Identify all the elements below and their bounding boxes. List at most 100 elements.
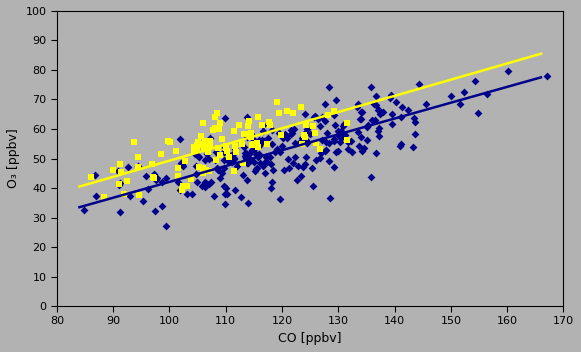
Point — [270, 149, 279, 155]
Point — [197, 183, 206, 189]
Point — [228, 152, 237, 158]
Point — [343, 138, 352, 143]
Point — [335, 139, 345, 145]
Point — [263, 141, 272, 147]
Point — [282, 108, 292, 114]
Point — [246, 130, 256, 136]
Point — [300, 130, 309, 136]
Point — [301, 154, 310, 159]
Point — [229, 169, 238, 174]
Point — [331, 122, 340, 128]
Point — [174, 165, 183, 171]
Point — [275, 111, 284, 116]
Point — [360, 145, 369, 150]
Point — [148, 174, 157, 180]
Point — [178, 187, 187, 193]
Point — [177, 161, 187, 167]
Point — [216, 152, 225, 158]
Point — [208, 128, 217, 133]
Point — [397, 105, 407, 110]
Point — [220, 144, 229, 150]
Point — [387, 112, 396, 117]
Point — [325, 140, 334, 146]
Point — [482, 91, 492, 96]
Point — [223, 148, 232, 154]
Point — [329, 139, 339, 144]
Point — [267, 179, 277, 184]
Point — [312, 157, 321, 163]
Point — [206, 141, 215, 147]
Point — [272, 99, 282, 105]
Point — [339, 121, 349, 127]
Point — [244, 123, 253, 128]
Point — [378, 109, 388, 114]
Point — [119, 191, 128, 197]
Point — [311, 140, 321, 146]
Point — [373, 107, 382, 112]
Point — [317, 114, 327, 120]
Point — [284, 156, 293, 162]
Point — [474, 111, 483, 116]
Point — [248, 143, 257, 148]
Point — [296, 173, 305, 178]
Point — [231, 149, 240, 155]
Point — [99, 194, 109, 200]
Point — [220, 166, 229, 171]
Point — [343, 146, 353, 152]
Point — [242, 155, 251, 161]
Point — [87, 174, 96, 180]
Point — [124, 164, 133, 170]
Point — [300, 161, 310, 167]
Point — [329, 112, 339, 118]
Point — [254, 137, 263, 143]
Point — [193, 153, 203, 158]
Point — [149, 176, 159, 181]
Point — [395, 143, 404, 149]
Point — [324, 84, 333, 90]
Point — [264, 136, 273, 141]
Point — [356, 134, 365, 140]
Point — [219, 149, 228, 155]
Point — [410, 131, 419, 137]
Point — [388, 121, 397, 127]
Point — [252, 165, 261, 171]
Point — [241, 150, 250, 155]
Point — [263, 159, 272, 165]
Point — [254, 144, 263, 149]
Point — [156, 151, 166, 156]
Point — [241, 155, 250, 161]
Point — [300, 132, 309, 138]
Point — [290, 140, 300, 146]
Point — [320, 101, 329, 107]
Point — [303, 126, 312, 132]
Point — [370, 117, 379, 123]
Point — [266, 161, 275, 167]
Point — [202, 151, 211, 157]
Point — [205, 144, 214, 150]
Point — [236, 194, 246, 200]
Point — [182, 183, 192, 188]
Point — [114, 183, 124, 188]
Point — [300, 134, 310, 140]
Point — [221, 186, 231, 191]
Point — [198, 120, 207, 126]
Point — [177, 161, 186, 166]
Point — [255, 151, 264, 157]
Point — [178, 163, 188, 169]
Point — [286, 131, 296, 137]
Point — [229, 156, 238, 162]
Point — [173, 174, 182, 179]
Point — [357, 148, 367, 154]
Point — [203, 149, 213, 155]
Point — [194, 142, 203, 147]
Point — [334, 128, 343, 134]
Point — [193, 142, 202, 147]
Point — [245, 156, 254, 162]
Point — [134, 154, 143, 160]
Point — [242, 160, 252, 166]
Point — [197, 143, 206, 148]
Point — [358, 109, 367, 115]
Point — [311, 130, 320, 136]
Point — [338, 123, 347, 128]
Point — [346, 139, 356, 144]
